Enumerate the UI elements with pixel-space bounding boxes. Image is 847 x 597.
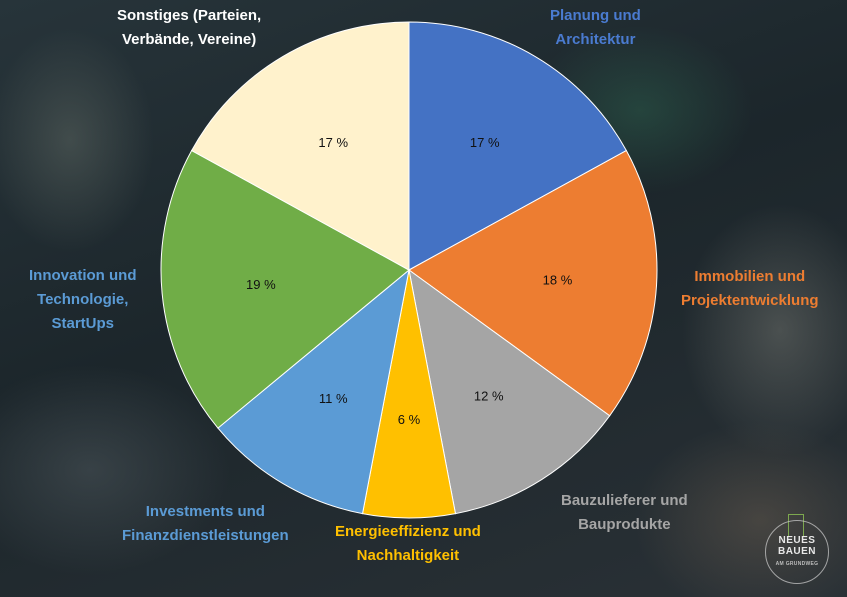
slice-category-label-6: Sonstiges (Parteien, Verbände, Vereine)	[117, 7, 262, 48]
pie-slice-4	[217, 268, 410, 515]
logo-line-2: BAUEN	[777, 545, 817, 557]
slice-category-label-4: Investments und Finanzdienstleistungen	[122, 503, 289, 544]
pie-slice-2	[408, 268, 611, 515]
slice-category-label-5: Innovation und Technologie, StartUps	[29, 267, 137, 332]
pie-slice-0	[408, 21, 628, 271]
slice-value-label-3: 6 %	[398, 412, 421, 427]
neues-bauen-logo: NEUES BAUEN AM GRUNDWEG	[765, 520, 829, 584]
pie-slice-1	[408, 149, 658, 417]
slice-value-label-5: 19 %	[246, 277, 276, 292]
slice-value-label-4: 11 %	[319, 391, 348, 406]
logo-line-3: AM GRUNDWEG	[775, 560, 819, 567]
slice-category-label-1: Immobilien und Projektentwicklung	[681, 268, 819, 309]
slice-value-label-1: 18 %	[543, 272, 573, 287]
slice-value-label-6: 17 %	[318, 135, 348, 150]
pie-slice-6	[190, 21, 410, 271]
slice-category-label-0: Planung und Architektur	[550, 7, 641, 48]
pie-slice-5	[160, 149, 410, 429]
slice-value-label-2: 12 %	[474, 389, 504, 404]
slice-category-label-3: Energieeffizienz und Nachhaltigkeit	[335, 523, 481, 564]
slice-value-label-0: 17 %	[470, 135, 500, 150]
slice-category-label-2: Bauzulieferer und Bauprodukte	[561, 492, 688, 533]
logo-line-1: NEUES	[778, 534, 816, 546]
